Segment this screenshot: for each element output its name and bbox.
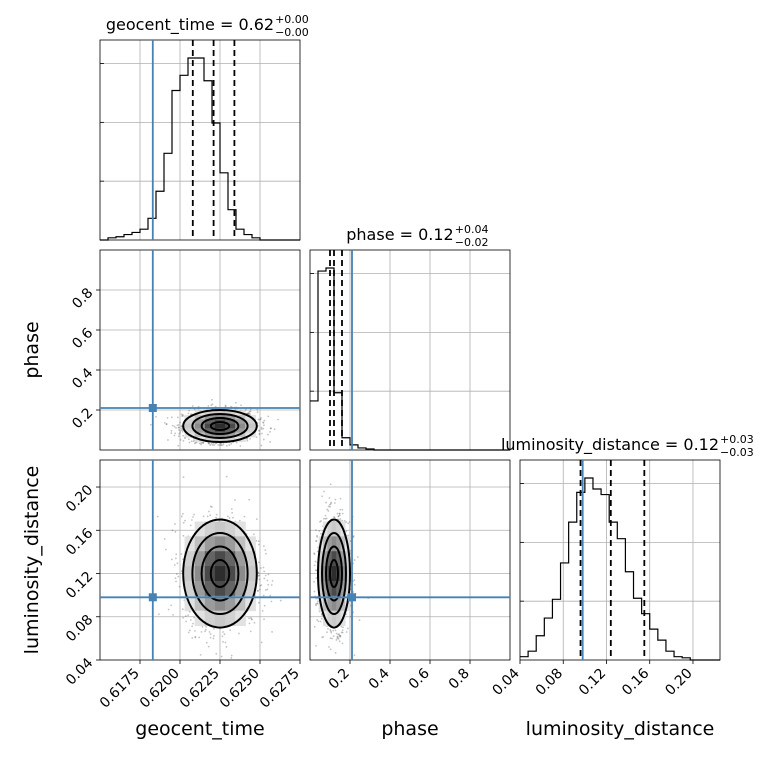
xtick-geocent_time-0.6275: 0.6275: [257, 666, 303, 712]
panel-title-plus-geocent_time: +0.00: [275, 13, 309, 26]
contour-geocent_time-luminosity_distance-3: [182, 518, 258, 629]
panel-geocent_time-vs-luminosity_distance: [99, 459, 301, 661]
contour-geocent_time-phase-2: [191, 413, 249, 439]
ylabel-phase: phase: [21, 321, 43, 378]
hist-step-luminosity_distance: [520, 477, 720, 661]
xtick-luminosity_distance-0.04: 0.04: [489, 665, 522, 698]
contour-geocent_time-luminosity_distance-0: [209, 559, 231, 589]
panel-title-plus-phase: +0.04: [455, 223, 489, 236]
panel-title-phase: phase = 0.12: [346, 225, 453, 244]
ytick-phase-0.6: 0.6: [69, 325, 96, 352]
panel-geocent_time-vs-phase: [99, 249, 301, 451]
xtick-luminosity_distance-0.20: 0.20: [662, 666, 695, 699]
ytick-luminosity_distance-0.04: 0.04: [63, 655, 96, 688]
ytick-luminosity_distance-0.20: 0.20: [63, 482, 96, 515]
ytick-luminosity_distance-0.08: 0.08: [63, 612, 96, 645]
xtick-phase-0.4: 0.4: [366, 665, 393, 692]
panel-phase-vs-luminosity_distance: [309, 459, 511, 661]
xlabel-geocent_time: geocent_time: [135, 718, 264, 740]
contour-geocent_time-phase-1: [200, 417, 240, 435]
xtick-luminosity_distance-0.12: 0.12: [576, 666, 609, 699]
hist-frame-luminosity_distance: [519, 459, 721, 661]
ytick-phase-0.2: 0.2: [69, 405, 96, 432]
panel-title-minus-phase: −0.02: [455, 236, 489, 249]
xlabel-luminosity_distance: luminosity_distance: [526, 718, 715, 740]
truth-marker-geocent_time-phase: [148, 404, 157, 412]
ytick-luminosity_distance-0.16: 0.16: [63, 525, 96, 558]
contour-phase-luminosity_distance-0: [329, 559, 339, 589]
contour-phase-luminosity_distance-1: [325, 545, 343, 602]
hist-step-phase: [310, 267, 510, 451]
panel-title-minus-luminosity_distance: −0.03: [720, 446, 754, 459]
xtick-geocent_time-0.6225: 0.6225: [177, 666, 223, 712]
hist-frame-phase: [309, 249, 511, 451]
xtick-geocent_time-0.6250: 0.6250: [217, 666, 263, 712]
hist-step-geocent_time: [100, 57, 300, 241]
contour-geocent_time-luminosity_distance-1: [200, 545, 240, 602]
xtick-phase-0.8: 0.8: [446, 666, 473, 693]
xtick-phase-0.2: 0.2: [326, 666, 353, 693]
truth-marker-phase-luminosity_distance: [348, 593, 356, 602]
panel-title-minus-geocent_time: −0.00: [275, 26, 309, 39]
panel-title-luminosity_distance: luminosity_distance = 0.12: [501, 435, 719, 455]
panel-title-plus-luminosity_distance: +0.03: [720, 433, 754, 446]
xtick-luminosity_distance-0.08: 0.08: [533, 666, 566, 699]
hist-panel-phase: [309, 249, 511, 451]
xtick-geocent_time-0.6200: 0.6200: [137, 666, 183, 712]
density-geocent_time-luminosity_distance: [184, 521, 256, 627]
contour-geocent_time-phase-3: [182, 409, 258, 443]
xtick-phase-0.6: 0.6: [406, 665, 433, 692]
contour-phase-luminosity_distance-2: [321, 531, 347, 616]
ytick-luminosity_distance-0.12: 0.12: [63, 569, 96, 602]
hist-panel-geocent_time: [99, 39, 301, 241]
ytick-phase-0.8: 0.8: [69, 285, 96, 312]
contour-geocent_time-luminosity_distance-2: [191, 531, 249, 616]
truth-marker-geocent_time-luminosity_distance: [148, 593, 157, 602]
xtick-geocent_time-0.6175: 0.6175: [97, 666, 143, 712]
panel-title-geocent_time: geocent_time = 0.62: [106, 15, 274, 35]
contour-geocent_time-phase-0: [209, 421, 231, 431]
contour-phase-luminosity_distance-3: [317, 518, 351, 629]
xtick-luminosity_distance-0.16: 0.16: [619, 665, 652, 698]
ylabel-luminosity_distance: luminosity_distance: [21, 466, 43, 655]
hist-frame-geocent_time: [99, 39, 301, 241]
ytick-phase-0.4: 0.4: [69, 365, 96, 392]
xlabel-phase: phase: [381, 718, 438, 740]
hist-panel-luminosity_distance: [519, 459, 721, 661]
